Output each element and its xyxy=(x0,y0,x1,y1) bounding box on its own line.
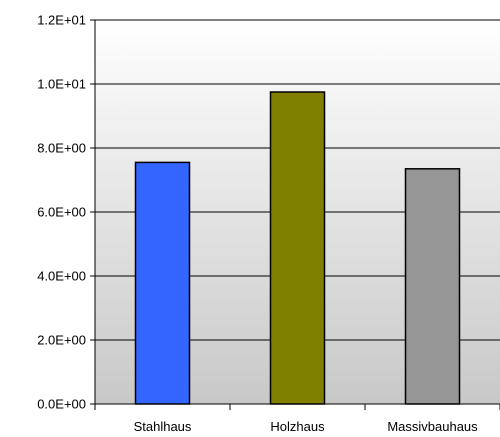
y-tick-label: 6.0E+00 xyxy=(37,205,86,220)
y-tick-label: 1.0E+01 xyxy=(37,77,86,92)
x-tick-label: Holzhaus xyxy=(270,419,325,434)
y-tick-label: 0.0E+00 xyxy=(37,397,86,412)
y-tick-label: 2.0E+00 xyxy=(37,333,86,348)
y-tick-label: 8.0E+00 xyxy=(37,141,86,156)
axes xyxy=(90,19,500,410)
bar-holzhaus xyxy=(269,91,326,405)
y-tick-label: 1.2E+01 xyxy=(37,13,86,28)
x-tick-label: Massivbauhaus xyxy=(387,419,478,434)
bar-massivbauhaus xyxy=(404,168,461,405)
y-tick-labels: 0.0E+00 2.0E+00 4.0E+00 6.0E+00 8.0E+00 1.0E+… xyxy=(37,13,86,412)
x-tick-label: Stahlhaus xyxy=(134,419,192,434)
bars xyxy=(134,91,461,405)
y-tick-label: 4.0E+00 xyxy=(37,269,86,284)
x-tick-labels: Stahlhaus Holzhaus Massivbauhaus xyxy=(134,419,479,434)
bar-stahlhaus xyxy=(134,161,191,405)
